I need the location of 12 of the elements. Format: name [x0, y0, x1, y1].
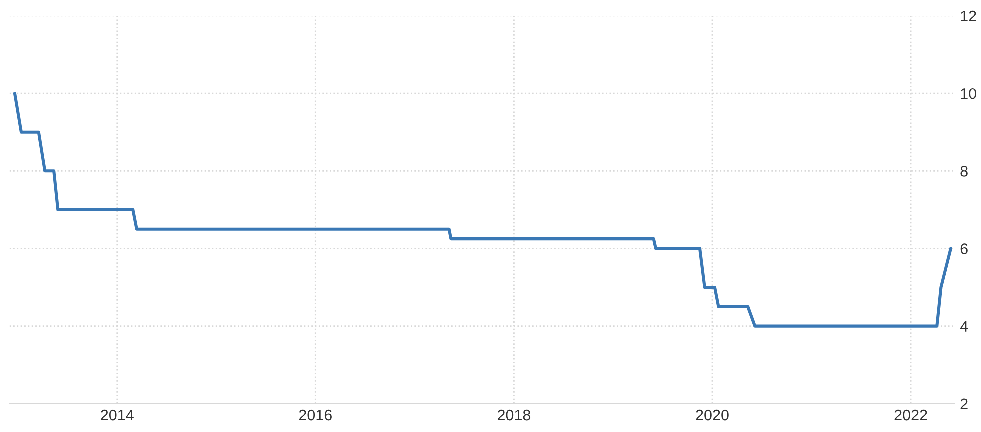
y-tick-label: 6 [960, 244, 968, 254]
x-tick-label: 2022 [894, 410, 928, 421]
y-tick-label: 12 [961, 10, 976, 22]
y-tick-label: 2 [960, 398, 968, 410]
y-tick-label: 10 [961, 88, 976, 100]
x-tick-label: 2014 [101, 410, 134, 421]
y-tick-label: 8 [960, 166, 968, 177]
x-tick-label: 2020 [696, 410, 729, 421]
x-tick-label: 2016 [299, 410, 332, 421]
y-tick-label: 4 [960, 321, 968, 332]
x-tick-label: 2018 [498, 410, 531, 421]
line-series [13, 92, 953, 328]
